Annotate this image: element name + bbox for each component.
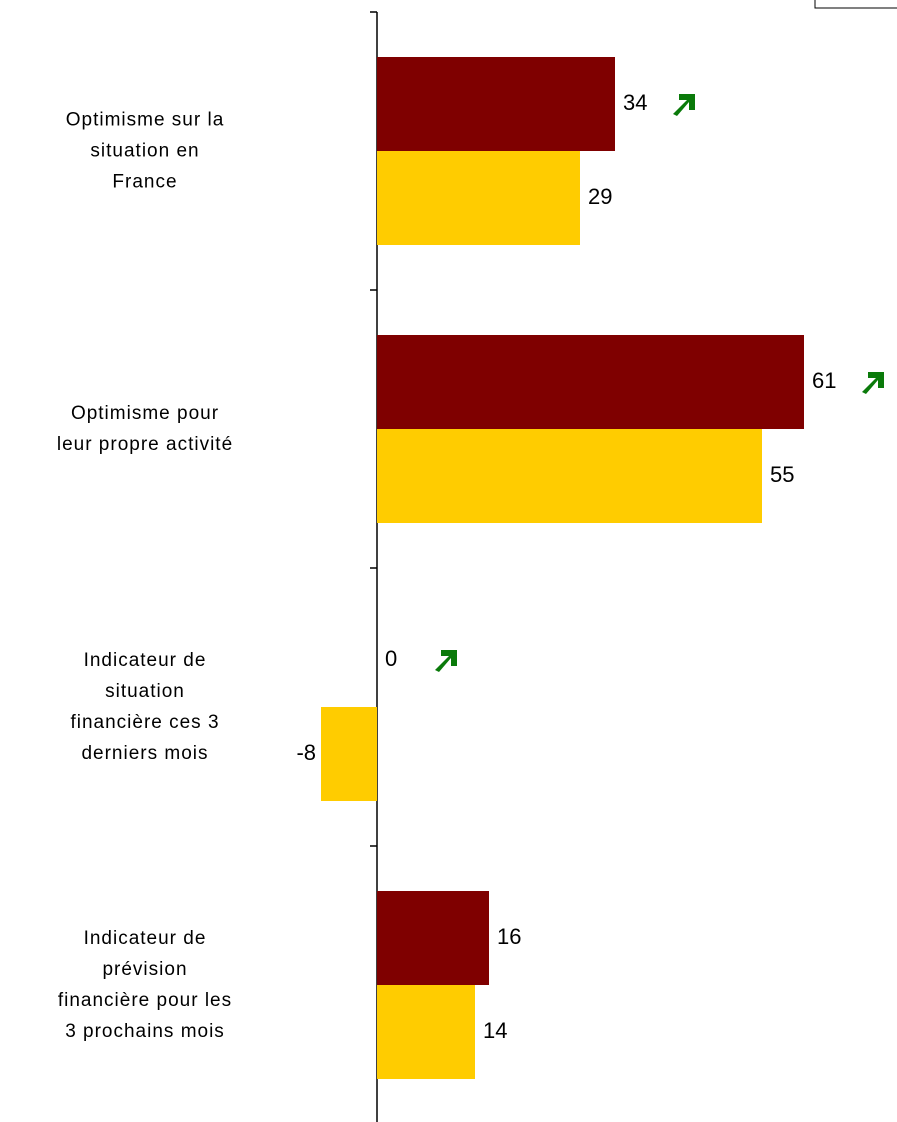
category-label: Optimisme pour leur propre activité: [56, 403, 234, 455]
value-label: 0: [385, 646, 397, 671]
value-label: 55: [770, 462, 794, 487]
trend-arrow: [673, 94, 695, 116]
corner-box: [814, 0, 897, 9]
bar: [377, 985, 475, 1079]
category-label: Indicateur de prévision financière pour …: [57, 928, 233, 1042]
trend-arrow: [862, 372, 884, 394]
bar: [377, 151, 580, 245]
trend-arrow: [435, 650, 457, 672]
value-label: 14: [483, 1018, 507, 1043]
bar: [377, 335, 804, 429]
value-label: 34: [623, 90, 647, 115]
bar: [377, 429, 762, 523]
bar: [321, 707, 377, 801]
value-label: 29: [588, 184, 612, 209]
value-label: -8: [296, 740, 316, 765]
bar: [377, 57, 615, 151]
category-label: Optimisme sur la situation en France: [65, 109, 225, 193]
bar: [377, 891, 489, 985]
value-label: 61: [812, 368, 836, 393]
category-label: Indicateur de situation financière ces 3…: [70, 650, 220, 764]
value-label: 16: [497, 924, 521, 949]
